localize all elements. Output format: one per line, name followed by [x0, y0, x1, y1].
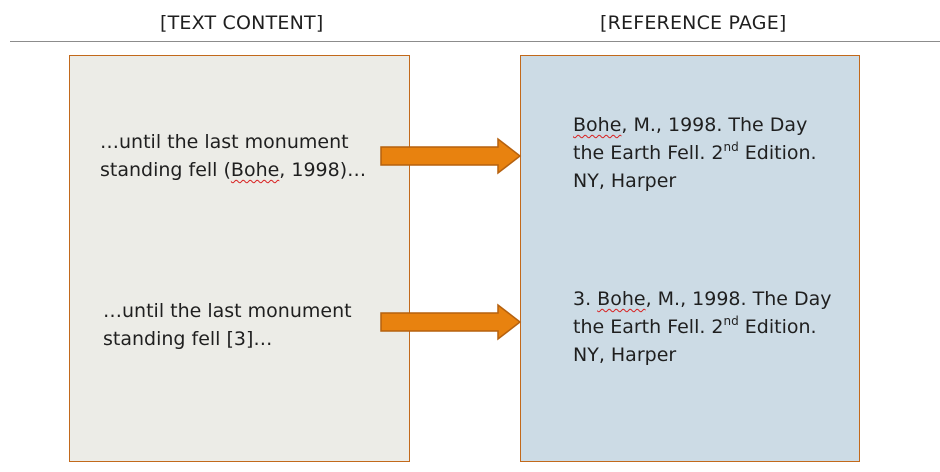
reference-superscript: nd: [723, 313, 739, 328]
citation-text: , 1998)…: [279, 159, 367, 181]
citation-text: standing fell (: [100, 159, 231, 181]
reference-text: , M., 1998. The Day: [645, 288, 832, 310]
citation-line: …until the last monument: [103, 300, 352, 322]
reference-author: Bohe: [573, 114, 622, 136]
citation-author: Bohe: [230, 159, 280, 181]
reference-line: 3. Bohe, M., 1998. The Day: [573, 285, 831, 313]
reference-entry-numeric: 3. Bohe, M., 1998. The Day the Earth Fel…: [573, 285, 831, 369]
reference-text: , M., 1998. The Day: [621, 114, 808, 136]
right-arrow-icon: [380, 137, 522, 175]
reference-line: the Earth Fell. 2nd Edition.: [573, 313, 831, 341]
reference-text: Edition.: [738, 142, 817, 164]
reference-text: the Earth Fell. 2: [573, 142, 724, 164]
arrow-shape: [380, 303, 522, 341]
text-content-panel: [69, 55, 410, 462]
reference-text: the Earth Fell. 2: [573, 316, 724, 338]
reference-line: the Earth Fell. 2nd Edition.: [573, 139, 817, 167]
reference-line: NY, Harper: [573, 170, 677, 192]
reference-author: Bohe: [597, 288, 646, 310]
in-text-citation-author-date: …until the last monument standing fell (…: [100, 128, 366, 184]
reference-page-panel: [520, 55, 860, 462]
header-divider: [10, 41, 940, 42]
citation-line: standing fell (Bohe, 1998)…: [100, 156, 366, 184]
reference-text: Edition.: [738, 316, 817, 338]
in-text-citation-numeric: …until the last monument standing fell […: [103, 297, 352, 353]
text-content-heading: [TEXT CONTENT]: [160, 12, 324, 34]
citation-line: …until the last monument: [100, 131, 349, 153]
reference-page-heading: [REFERENCE PAGE]: [600, 12, 787, 34]
citation-line: standing fell [3]…: [103, 328, 273, 350]
right-arrow-icon: [380, 303, 522, 341]
reference-prefix: 3.: [573, 288, 598, 310]
reference-superscript: nd: [723, 139, 739, 154]
reference-line: Bohe, M., 1998. The Day: [573, 111, 817, 139]
reference-entry-author-date: Bohe, M., 1998. The Day the Earth Fell. …: [573, 111, 817, 195]
arrow-shape: [380, 137, 522, 175]
reference-line: NY, Harper: [573, 344, 677, 366]
